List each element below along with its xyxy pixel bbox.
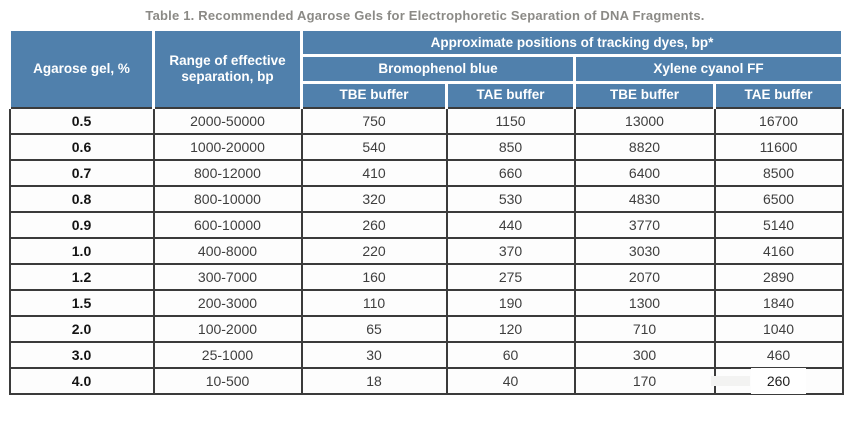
gel-percent-cell: 0.5 (8, 106, 155, 135)
edited-value: 260 (754, 371, 803, 390)
table-row: 1.5 200-3000 110 190 1300 1840 (8, 288, 844, 317)
table-body: 0.5 2000-50000 750 1150 13000 16700 0.6 … (8, 106, 844, 395)
bb-tae-cell: 60 (445, 340, 576, 369)
xc-tae-cell: 4160 (713, 236, 844, 265)
header-bb-tae-buffer: TAE buffer (445, 81, 576, 109)
gel-percent-cell: 0.7 (8, 158, 155, 187)
table-caption: Table 1. Recommended Agarose Gels for El… (145, 8, 705, 23)
bb-tbe-cell: 65 (300, 314, 448, 343)
table-row: 0.7 800-12000 410 660 6400 8500 (8, 158, 844, 187)
bb-tbe-cell: 320 (300, 184, 448, 213)
xc-tbe-cell: 3030 (573, 236, 716, 265)
bb-tae-cell: 440 (445, 210, 576, 239)
xc-tbe-cell: 6400 (573, 158, 716, 187)
bb-tae-cell: 850 (445, 132, 576, 161)
xc-tae-cell: 6500 (713, 184, 844, 213)
xc-tbe-cell: 1300 (573, 288, 716, 317)
table-header: Agarose gel, % Range of effective separa… (8, 28, 845, 109)
range-cell: 800-12000 (152, 158, 303, 187)
gel-percent-cell: 1.2 (8, 262, 155, 291)
bb-tae-cell: 370 (445, 236, 576, 265)
bb-tae-cell: 660 (445, 158, 576, 187)
xc-tbe-cell: 710 (573, 314, 716, 343)
range-cell: 200-3000 (152, 288, 303, 317)
bb-tbe-cell: 160 (300, 262, 448, 291)
range-cell: 400-8000 (152, 236, 303, 265)
bb-tae-cell: 275 (445, 262, 576, 291)
table-row: 1.2 300-7000 160 275 2070 2890 (8, 262, 844, 291)
xc-tae-cell: 1840 (713, 288, 844, 317)
range-cell: 2000-50000 (152, 106, 303, 135)
bb-tae-cell: 40 (445, 366, 576, 395)
table-row: 2.0 100-2000 65 120 710 1040 (8, 314, 844, 343)
bb-tbe-cell: 18 (300, 366, 448, 395)
gel-percent-cell: 3.0 (8, 340, 155, 369)
xc-tae-cell: 260 (713, 366, 844, 395)
gel-percent-cell: 0.6 (8, 132, 155, 161)
xc-tbe-cell: 4830 (573, 184, 716, 213)
header-xylene-cyanol-group: Xylene cyanol FF (572, 54, 845, 84)
table-row: 0.8 800-10000 320 530 4830 6500 (8, 184, 844, 213)
xc-tae-cell: 8500 (713, 158, 844, 187)
xc-tbe-cell: 300 (573, 340, 716, 369)
xc-tae-cell: 2890 (713, 262, 844, 291)
range-cell: 1000-20000 (152, 132, 303, 161)
range-cell: 600-10000 (152, 210, 303, 239)
bb-tbe-cell: 540 (300, 132, 448, 161)
header-agarose-gel: Agarose gel, % (8, 28, 155, 109)
bb-tbe-cell: 220 (300, 236, 448, 265)
table-row: 0.6 1000-20000 540 850 8820 11600 (8, 132, 844, 161)
xc-tbe-cell: 2070 (573, 262, 716, 291)
xc-tae-cell: 5140 (713, 210, 844, 239)
gel-percent-cell: 0.8 (8, 184, 155, 213)
bb-tbe-cell: 110 (300, 288, 448, 317)
table-row: 4.0 10-500 18 40 170 260 (8, 366, 844, 395)
bb-tbe-cell: 260 (300, 210, 448, 239)
gel-percent-cell: 0.9 (8, 210, 155, 239)
header-tracking-dyes-group: Approximate positions of tracking dyes, … (299, 28, 845, 57)
xc-tbe-cell: 170 (573, 366, 716, 395)
header-xc-tae-buffer: TAE buffer (712, 81, 845, 109)
xc-tae-cell: 11600 (713, 132, 844, 161)
range-cell: 100-2000 (152, 314, 303, 343)
agarose-gel-table: Agarose gel, % Range of effective separa… (8, 28, 845, 395)
gel-percent-cell: 1.0 (8, 236, 155, 265)
gel-percent-cell: 2.0 (8, 314, 155, 343)
range-cell: 800-10000 (152, 184, 303, 213)
gel-percent-cell: 4.0 (8, 366, 155, 395)
table-row: 3.0 25-1000 30 60 300 460 (8, 340, 844, 369)
bb-tae-cell: 190 (445, 288, 576, 317)
bb-tbe-cell: 750 (300, 106, 448, 135)
table-row: 0.9 600-10000 260 440 3770 5140 (8, 210, 844, 239)
xc-tae-cell: 1040 (713, 314, 844, 343)
xc-tae-cell: 16700 (713, 106, 844, 135)
bb-tae-cell: 120 (445, 314, 576, 343)
bb-tbe-cell: 30 (300, 340, 448, 369)
gel-percent-cell: 1.5 (8, 288, 155, 317)
bb-tae-cell: 530 (445, 184, 576, 213)
header-bromophenol-blue-group: Bromophenol blue (300, 54, 576, 84)
table-row: 0.5 2000-50000 750 1150 13000 16700 (8, 106, 844, 135)
bb-tbe-cell: 410 (300, 158, 448, 187)
xc-tbe-cell: 8820 (573, 132, 716, 161)
header-xc-tbe-buffer: TBE buffer (573, 81, 716, 109)
header-separation-range: Range of effective separation, bp (152, 28, 303, 109)
range-cell: 300-7000 (152, 262, 303, 291)
xc-tae-cell: 460 (713, 340, 844, 369)
range-cell: 25-1000 (152, 340, 303, 369)
xc-tbe-cell: 3770 (573, 210, 716, 239)
header-bb-tbe-buffer: TBE buffer (300, 81, 448, 109)
table-row: 1.0 400-8000 220 370 3030 4160 (8, 236, 844, 265)
range-cell: 10-500 (152, 366, 303, 395)
xc-tbe-cell: 13000 (573, 106, 716, 135)
bb-tae-cell: 1150 (445, 106, 576, 135)
